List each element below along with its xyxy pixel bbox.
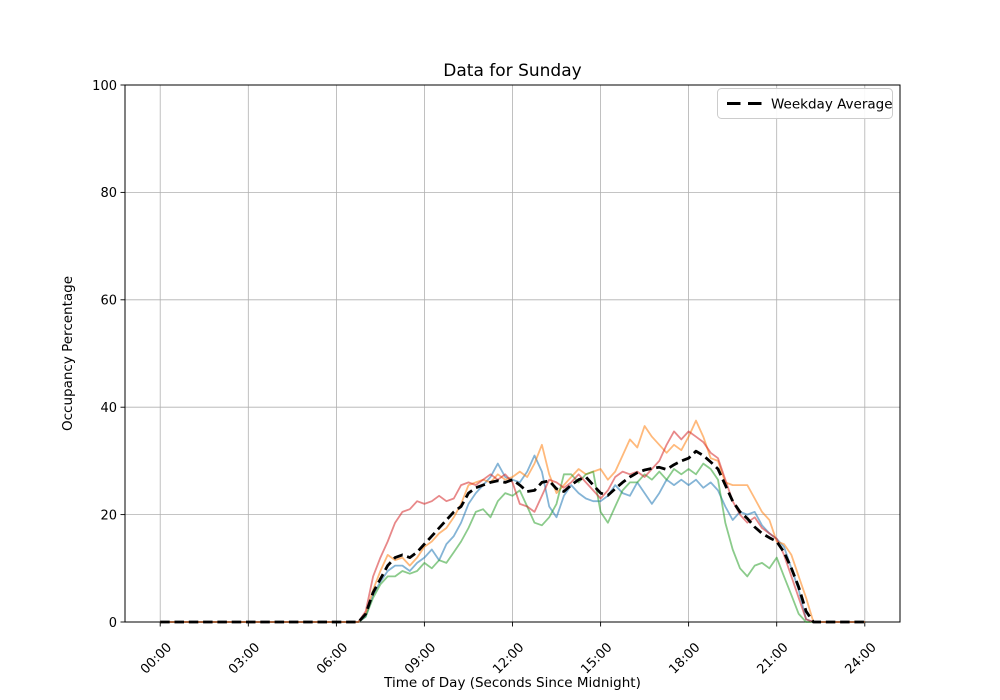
- y-tick-label: 80: [100, 186, 117, 201]
- series-layer: [160, 419, 865, 624]
- y-tick-label: 100: [92, 79, 117, 94]
- tick-layer: [120, 84, 866, 627]
- grid-layer: [125, 85, 900, 622]
- series-line-weekday-average: [160, 449, 865, 624]
- x-tick-label: 03:00: [226, 640, 263, 677]
- chart-title: Data for Sunday: [443, 61, 581, 81]
- tick-label-layer: 00:00 03:00 06:00 09:00 12:00 15:00 18:00 21:00…: [92, 79, 879, 678]
- x-tick-label: 24:00: [843, 640, 880, 677]
- x-tick-label: 15:00: [578, 640, 615, 677]
- x-tick-label: 21:00: [754, 640, 791, 677]
- x-tick-label: 06:00: [314, 640, 351, 677]
- legend-box: [717, 88, 893, 119]
- y-axis-label: Occupancy Percentage: [60, 276, 76, 431]
- legend: Weekday Average: [717, 88, 893, 119]
- x-tick-label: 00:00: [138, 640, 175, 677]
- y-tick-label: 40: [100, 401, 117, 416]
- x-tick-label: 12:00: [490, 640, 527, 677]
- x-axis-label: Time of Day (Seconds Since Midnight): [383, 675, 641, 691]
- legend-label: Weekday Average: [771, 97, 893, 113]
- x-tick-label: 09:00: [402, 640, 439, 677]
- x-tick-label: 18:00: [666, 640, 703, 677]
- y-tick-label: 20: [100, 508, 117, 523]
- y-tick-label: 0: [109, 616, 117, 631]
- y-tick-label: 60: [100, 294, 117, 309]
